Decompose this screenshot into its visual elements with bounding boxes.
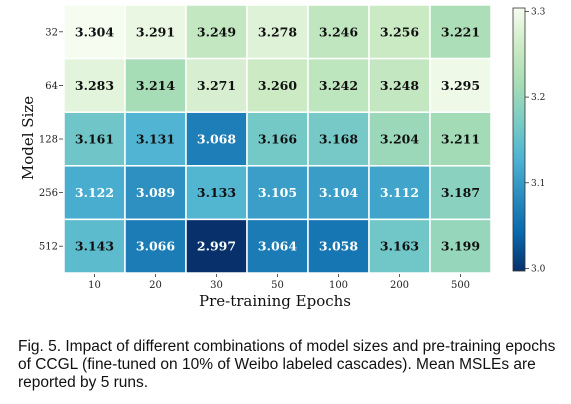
cell-value-label: 3.304 [75,24,114,39]
x-axis-label: Pre-training Epochs [199,292,351,310]
heatmap-cell [246,111,309,167]
cell-value-label: 3.168 [319,132,358,147]
cell-value-label: 3.105 [258,185,297,200]
y-tick-label: 256 [39,188,58,199]
cell-value-label: 3.204 [380,132,419,147]
heatmap-cell [63,218,126,274]
colorbar-tick-label: 3.3 [531,7,546,17]
cell-value-label: 3.221 [441,24,480,39]
cell-value-label: 3.066 [136,239,175,254]
heatmap-cell [124,165,187,221]
x-tick-label: 20 [149,280,162,291]
cell-value-label: 3.199 [441,239,480,254]
heatmap-cell [185,111,248,167]
x-tick-label: 200 [390,280,409,291]
cell-value-label: 3.163 [380,239,419,254]
colorbar [512,7,526,272]
cell-value-label: 3.246 [319,24,358,39]
cell-value-label: 3.064 [258,239,297,254]
colorbar-tick-label: 3.1 [531,179,545,189]
heatmap-cell [368,218,431,274]
heatmap-cell [368,4,431,60]
y-tick-label: 128 [39,135,58,146]
cell-value-label: 3.068 [197,132,236,147]
cell-value-label: 3.187 [441,185,480,200]
colorbar-tick-label: 3.2 [531,93,545,103]
cell-value-label: 2.997 [197,239,236,254]
x-tick-label: 10 [88,280,101,291]
y-tick-label: 512 [39,242,58,253]
cell-value-label: 3.248 [380,78,419,93]
heatmap-cell [429,165,492,221]
x-tick-label: 50 [271,280,284,291]
heatmap-cell [124,111,187,167]
heatmap-cell [429,218,492,274]
cell-value-label: 3.260 [258,78,297,93]
cell-value-label: 3.112 [380,185,419,200]
heatmap-chart: 3.304 3.291 3.249 3.278 3.246 3.256 3.221 3.283… [19,4,546,310]
cell-value-label: 3.295 [441,78,480,93]
cell-value-label: 3.211 [441,132,480,147]
cell-value-label: 3.242 [319,78,358,93]
cell-value-label: 3.133 [197,185,236,200]
cell-value-label: 3.143 [75,239,114,254]
cell-value-label: 3.249 [197,24,236,39]
heatmap-cell [63,165,126,221]
heatmap-cell [429,111,492,167]
cell-value-label: 3.278 [258,24,297,39]
x-tick-label: 30 [210,280,223,291]
heatmap-cell [307,111,370,167]
cell-value-label: 3.058 [319,239,358,254]
cell-value-label: 3.256 [380,24,419,39]
cell-value-label: 3.104 [319,185,358,200]
cell-value-label: 3.131 [136,132,175,147]
y-tick-label: 32 [45,27,58,38]
heatmap-cell [307,57,370,113]
figure-caption: Fig. 5. Impact of different combinations… [18,338,556,391]
cell-value-label: 3.122 [75,185,114,200]
heatmap-cell [185,57,248,113]
heatmap-cell [429,57,492,113]
heatmap-cell [63,4,126,60]
cell-value-label: 3.161 [75,132,114,147]
colorbar-tick-label: 3.0 [531,264,546,274]
cell-value-label: 3.283 [75,78,114,93]
x-tick-label: 500 [451,280,470,291]
heatmap-cell [185,218,248,274]
y-axis-label: Model Size [19,96,37,180]
cell-value-label: 3.291 [136,24,175,39]
cell-value-label: 3.271 [197,78,236,93]
cell-value-label: 3.089 [136,185,175,200]
heatmap-cell [124,4,187,60]
y-tick-label: 64 [45,81,58,92]
heatmap-cell [368,111,431,167]
heatmap-cell [63,57,126,113]
cell-value-label: 3.214 [136,78,175,93]
x-tick-label: 100 [329,280,348,291]
cell-value-label: 3.166 [258,132,297,147]
heatmap-cell [368,165,431,221]
